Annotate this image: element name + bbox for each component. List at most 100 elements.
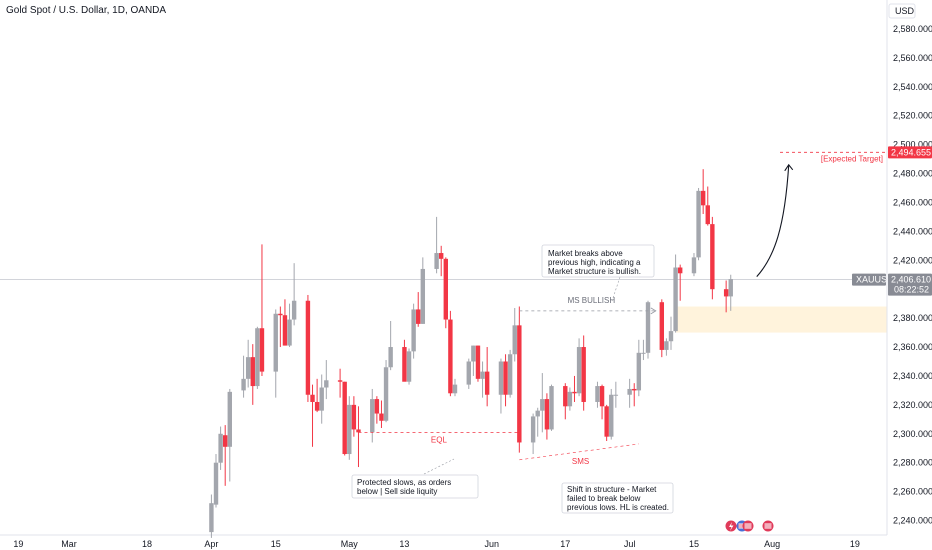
candle[interactable] <box>351 396 357 437</box>
candle[interactable] <box>245 339 251 388</box>
lightning-glyph <box>729 522 734 531</box>
candle[interactable] <box>572 375 577 402</box>
candle[interactable] <box>576 338 582 397</box>
candle[interactable] <box>563 383 568 420</box>
candle[interactable] <box>324 360 329 400</box>
x-tick-label: 19 <box>13 539 23 549</box>
note-shift-structure[interactable]: Shift in structure - Market failed to br… <box>561 482 674 514</box>
candle[interactable] <box>535 407 540 437</box>
candle[interactable] <box>416 292 421 327</box>
candle[interactable] <box>627 378 632 408</box>
candle[interactable] <box>512 307 517 362</box>
candle[interactable] <box>420 257 426 324</box>
note-market-breaks[interactable]: Market breaks above previous high, indic… <box>541 244 655 278</box>
candle[interactable] <box>443 257 448 329</box>
time-axis[interactable]: 19 Mar 18 Apr 15 May 13 Jun 17 Jul 15 Aug 19 <box>13 539 859 549</box>
candle[interactable] <box>664 338 669 356</box>
candle[interactable] <box>530 413 536 455</box>
candle[interactable] <box>209 494 214 538</box>
candle[interactable] <box>613 381 619 408</box>
candle[interactable] <box>632 383 637 407</box>
candle[interactable] <box>370 388 375 443</box>
candle[interactable] <box>282 299 288 346</box>
candle[interactable] <box>544 393 550 440</box>
note-protected-line-1: Protected slows, as orders <box>357 478 451 487</box>
candle[interactable] <box>723 280 729 313</box>
candle[interactable] <box>604 404 609 442</box>
candle[interactable] <box>503 354 508 407</box>
candle[interactable] <box>218 426 223 470</box>
candle[interactable] <box>466 358 471 389</box>
candle[interactable] <box>668 316 674 350</box>
candle[interactable] <box>507 349 513 398</box>
economic-events-icons[interactable] <box>725 520 774 532</box>
candle[interactable] <box>696 187 701 261</box>
candle[interactable] <box>213 454 219 508</box>
candle[interactable] <box>705 186 710 226</box>
candle[interactable] <box>645 300 651 359</box>
candle[interactable] <box>319 374 324 424</box>
candle[interactable] <box>411 303 416 359</box>
candle[interactable] <box>222 425 228 486</box>
candle[interactable] <box>402 339 407 382</box>
candle[interactable] <box>383 360 389 423</box>
candle[interactable] <box>540 373 545 433</box>
candle[interactable] <box>273 309 278 398</box>
candle-body <box>273 313 278 372</box>
candle[interactable] <box>517 306 522 453</box>
candle[interactable] <box>314 378 320 413</box>
candle-body <box>544 399 550 430</box>
candle[interactable] <box>673 254 678 333</box>
candle[interactable] <box>379 400 384 428</box>
candle[interactable] <box>581 335 586 411</box>
candle[interactable] <box>439 245 444 277</box>
candle[interactable] <box>337 368 343 398</box>
candle[interactable] <box>342 381 347 456</box>
candle[interactable] <box>484 347 490 407</box>
candle[interactable] <box>609 388 614 440</box>
candle[interactable] <box>374 396 380 424</box>
candle[interactable] <box>278 306 283 348</box>
note-protected-slows[interactable]: Protected slows, as orders below | Sell … <box>351 474 479 499</box>
candle[interactable] <box>641 339 646 361</box>
candle[interactable] <box>549 384 554 431</box>
candle[interactable] <box>434 216 439 274</box>
candle[interactable] <box>475 345 481 382</box>
candle[interactable] <box>250 344 255 405</box>
candle-body <box>356 429 361 433</box>
candle[interactable] <box>498 358 504 414</box>
candle[interactable] <box>259 244 265 376</box>
candle[interactable] <box>448 310 453 397</box>
candle[interactable] <box>677 264 683 301</box>
candle[interactable] <box>691 253 697 277</box>
candle[interactable] <box>480 361 485 398</box>
candle[interactable] <box>452 378 458 397</box>
candle[interactable] <box>728 274 733 311</box>
candle[interactable] <box>227 388 232 482</box>
candle[interactable] <box>567 387 573 411</box>
candle[interactable] <box>595 381 600 408</box>
candle[interactable] <box>255 326 260 389</box>
price-axis[interactable]: 2,240.000 2,260.000 2,280.000 2,300.000 2,32… <box>893 24 932 526</box>
candle[interactable] <box>287 303 292 348</box>
candle[interactable] <box>406 348 412 385</box>
candle-body <box>480 371 485 379</box>
candle-body <box>503 361 508 395</box>
currency-button[interactable]: USD <box>888 3 916 19</box>
candle[interactable] <box>700 169 706 214</box>
candle[interactable] <box>388 321 393 371</box>
candle[interactable] <box>310 384 315 447</box>
candle[interactable] <box>347 396 352 460</box>
candle[interactable] <box>636 339 642 397</box>
candle[interactable] <box>241 355 246 398</box>
candle[interactable] <box>659 299 665 358</box>
candle[interactable] <box>305 294 311 402</box>
candle[interactable] <box>710 216 715 300</box>
candle[interactable] <box>356 406 361 468</box>
candle[interactable] <box>291 263 297 326</box>
candle[interactable] <box>471 345 476 376</box>
candle[interactable] <box>599 384 605 420</box>
note-shift-structure-box <box>561 482 674 514</box>
